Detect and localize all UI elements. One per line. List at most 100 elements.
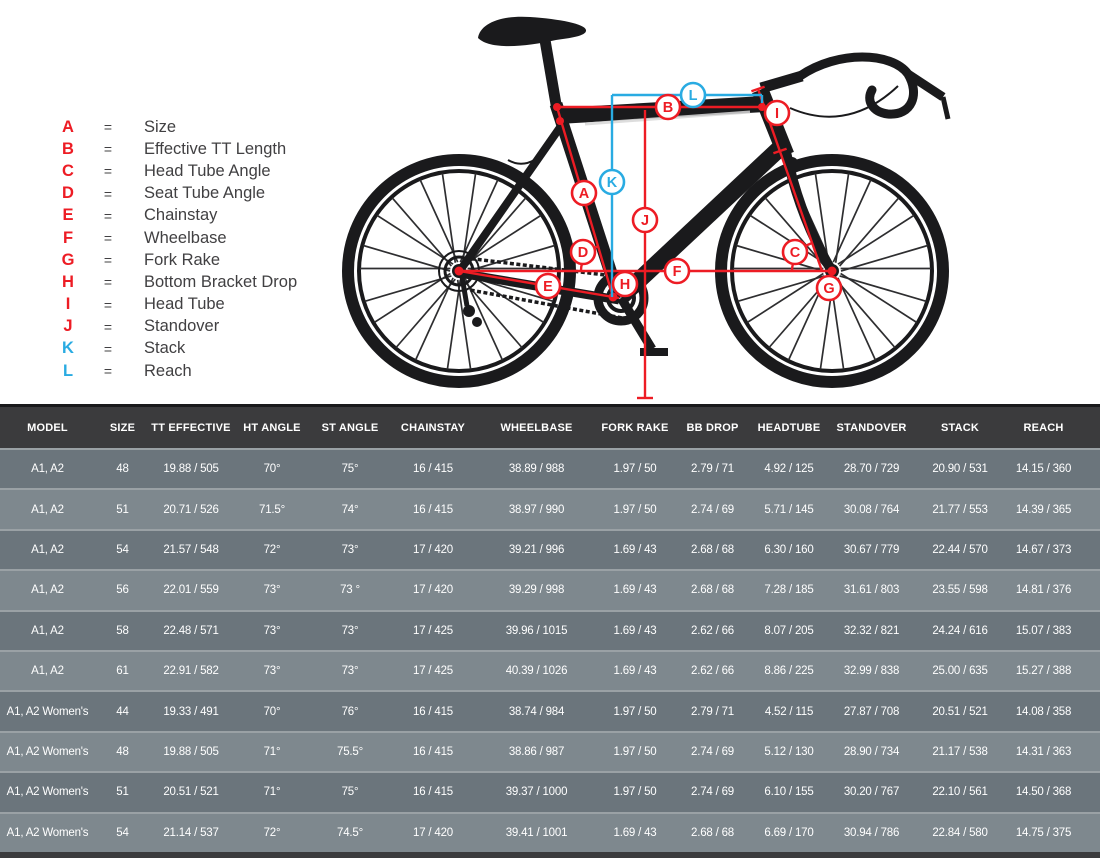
table-row: A1, A2 56 22.01 / 559 73° 73 ° 17 / 420 39.29 … <box>0 569 1100 610</box>
legend-letter: J <box>63 317 73 336</box>
legend-label: Effective TT Length <box>144 139 287 158</box>
legend-item-l: L = Reach <box>50 360 297 382</box>
svg-text:K: K <box>607 175 618 191</box>
table-cell: 2.68 / 68 <box>691 584 734 597</box>
head-tube-tick-top <box>751 85 765 93</box>
table-cell: 40.39 / 1026 <box>505 665 568 678</box>
table-cell: 76° <box>341 705 359 718</box>
svg-text:L: L <box>689 88 698 104</box>
bike-geometry-diagram: A B C D E F G H I J K L <box>342 16 951 400</box>
table-body: A1, A2 48 19.88 / 505 70° 75° 16 / 415 38.89 /… <box>0 448 1100 852</box>
table-cell: 71.5° <box>259 503 285 516</box>
table-cell: 73° <box>263 665 281 678</box>
table-cell: 20.51 / 521 <box>163 786 219 799</box>
table-cell: 19.33 / 491 <box>163 705 219 718</box>
legend-equals: = <box>103 119 113 136</box>
table-cell: 17 / 425 <box>413 665 453 678</box>
marker-k: K <box>598 168 626 196</box>
table-cell: 19.88 / 505 <box>163 463 219 476</box>
table-cell: 2.68 / 68 <box>691 543 734 556</box>
table-cell: 39.41 / 1001 <box>505 826 568 839</box>
column-header-wheelbase: WHEELBASE <box>500 421 573 434</box>
table-cell: 28.90 / 734 <box>843 745 900 758</box>
table-cell: 73° <box>263 584 281 597</box>
geometry-table: MODEL SIZE TT EFFECTIVE HT ANGLE ST ANGLE CHA… <box>0 404 1100 858</box>
table-cell: 25.00 / 635 <box>932 665 988 678</box>
table-row: A1, A2 61 22.91 / 582 73° 73° 17 / 425 40.39 /… <box>0 649 1100 691</box>
table-cell: 73° <box>341 543 359 556</box>
table-cell: 6.10 / 155 <box>764 786 814 799</box>
table-cell: 21.14 / 537 <box>163 826 219 839</box>
legend-letter: E <box>62 206 74 225</box>
table-cell: 73 ° <box>340 584 360 597</box>
legend-label: Head Tube Angle <box>144 161 271 180</box>
legend-equals: = <box>103 363 113 380</box>
table-cell: 30.94 / 786 <box>843 826 900 839</box>
table-cell: 4.92 / 125 <box>764 463 814 476</box>
table-cell: 61 <box>116 665 129 678</box>
table-cell: 16 / 415 <box>413 745 453 758</box>
legend-label: Stack <box>144 339 186 358</box>
table-cell: 2.68 / 68 <box>691 826 734 839</box>
legend-item-f: F = Wheelbase <box>50 227 297 249</box>
table-cell: 1.69 / 43 <box>613 584 657 597</box>
table-cell: 14.50 / 368 <box>1015 786 1072 799</box>
legend-equals: = <box>103 185 113 202</box>
table-cell: 39.21 / 996 <box>508 543 565 556</box>
table-cell: 20.71 / 526 <box>163 503 219 516</box>
table-cell: A1, A2 <box>31 624 64 637</box>
table-cell: 16 / 415 <box>413 705 453 718</box>
front-brake <box>786 157 798 169</box>
legend-item-k: K = Stack <box>50 338 297 360</box>
table-cell: 1.69 / 43 <box>613 624 657 637</box>
table-cell: 23.55 / 598 <box>932 584 988 597</box>
table-cell: 73° <box>263 624 281 637</box>
legend-equals: = <box>103 230 113 247</box>
table-row: A1, A2 54 21.57 / 548 72° 73° 17 / 420 39.21 /… <box>0 528 1100 570</box>
table-cell: 8.86 / 225 <box>764 665 814 678</box>
column-header-chainstay: CHAINSTAY <box>400 421 466 434</box>
table-cell: 31.61 / 803 <box>843 584 900 597</box>
table-cell: 51 <box>116 503 129 516</box>
stem <box>759 70 804 94</box>
legend-item-b: B = Effective TT Length <box>50 138 297 160</box>
table-bottom-bar <box>0 851 1100 858</box>
legend-letter: G <box>61 250 75 269</box>
table-cell: 16 / 415 <box>413 503 453 516</box>
table-row: A1, A2 Women's 51 20.51 / 521 71° 75° 16 / 41… <box>0 771 1100 812</box>
table-cell: 70° <box>263 705 281 718</box>
table-cell: 38.97 / 990 <box>508 503 565 516</box>
table-cell: 2.74 / 69 <box>691 503 734 516</box>
table-cell: 17 / 420 <box>413 826 453 839</box>
table-cell: 73° <box>341 665 359 678</box>
diagram-markers: A B C D E F G H I J K L <box>534 81 843 302</box>
column-header-headtube: HEADTUBE <box>757 421 821 434</box>
table-cell: A1, A2 <box>31 503 64 516</box>
legend-label: Head Tube <box>144 295 225 314</box>
table-cell: 30.20 / 767 <box>843 786 900 799</box>
legend-equals: = <box>103 296 113 313</box>
table-cell: 1.97 / 50 <box>613 463 657 476</box>
legend: A = Size B = Effective TT Length C = Head Tube A… <box>50 116 298 382</box>
table-cell: 14.67 / 373 <box>1015 543 1072 556</box>
table-cell: 22.91 / 582 <box>163 665 219 678</box>
chain-top <box>465 256 631 280</box>
table-cell: 24.24 / 616 <box>932 624 988 637</box>
table-cell: 56 <box>116 584 129 597</box>
table-cell: 74° <box>341 503 359 516</box>
legend-letter: K <box>62 339 74 358</box>
table-cell: 1.69 / 43 <box>613 543 657 556</box>
marker-c: C <box>781 238 809 266</box>
table-row: A1, A2 51 20.71 / 526 71.5° 74° 16 / 415 38.97… <box>0 488 1100 529</box>
legend-item-g: G = Fork Rake <box>50 249 297 271</box>
table-cell: 71° <box>263 745 281 758</box>
table-cell: 32.32 / 821 <box>843 624 900 637</box>
legend-letter: F <box>62 228 74 247</box>
table-cell: 17 / 420 <box>413 584 453 597</box>
rear-wheel <box>342 154 576 388</box>
table-cell: 14.08 / 358 <box>1015 705 1072 718</box>
svg-text:D: D <box>578 245 588 261</box>
table-cell: 73° <box>341 624 359 637</box>
table-cell: 7.28 / 185 <box>764 584 814 597</box>
